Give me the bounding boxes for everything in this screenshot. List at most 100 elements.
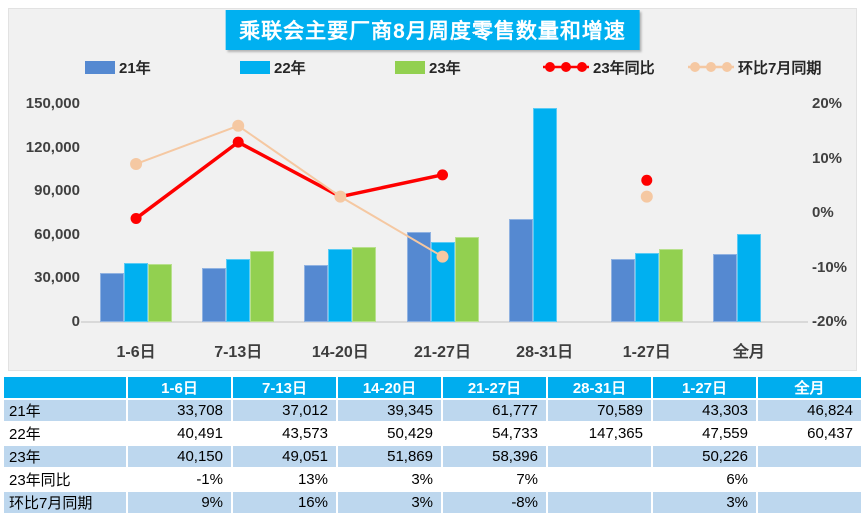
table-cell: 43,303 [653,400,756,421]
table-cell: 3% [338,492,441,513]
table-row-label: 环比7月同期 [4,492,126,513]
table-cell: -1% [128,469,231,490]
table-cell: 43,573 [233,423,336,444]
table-row: 23年同比 -1% 13% 3% 7% 6% [4,469,861,490]
legend-label: 环比7月同期 [738,59,822,77]
table-cell: 7% [443,469,546,490]
legend-line-dots-icon [543,62,589,72]
x-axis-label-6: 1-27日 [622,344,671,361]
legend-label: 22年 [274,59,306,77]
legend-label: 21年 [119,59,151,77]
legend-item-2: 22年 [240,59,306,77]
legend-item-3: 23年 [395,59,461,77]
table-cell: 39,345 [338,400,441,421]
table-cell: 50,429 [338,423,441,444]
table-cell: 47,559 [653,423,756,444]
table-cell: 6% [653,469,756,490]
table-cell [758,469,861,490]
table-cell: 37,012 [233,400,336,421]
legend-item-4: 23年同比 [543,59,655,77]
bar-22年-14-20日 [328,248,353,322]
x-axis-label-2: 7-13日 [214,344,263,361]
table-cell: 46,824 [758,400,861,421]
table-header-cell: 14-20日 [338,377,441,398]
y-right-tick-label: 20% [812,95,843,112]
bar-22年-全月 [736,234,761,322]
bar-23年-1-27日 [658,249,683,322]
table-cell: 54,733 [443,423,546,444]
table-cell [548,492,651,513]
table-header-cell: 1-6日 [128,377,231,398]
y-left-tick-label: 30,000 [34,269,80,287]
bar-21年-14-20日 [304,264,329,322]
y-right-tick-label: -10% [812,258,848,276]
table-header-cell: 1-27日 [653,377,756,398]
y-left-tick-label: 60,000 [34,225,80,243]
legend-label: 23年同比 [593,59,655,77]
table-cell [548,446,651,467]
table-header-cell: 全月 [758,377,861,398]
chart-title: 乘联会主要厂商8月周度零售数量和增速 [225,10,640,50]
x-axis-label-3: 14-20日 [311,344,369,361]
legend-line-dots-icon [688,62,734,72]
x-axis-label-4: 21-27日 [414,344,471,361]
table-header-cell: 28-31日 [548,377,651,398]
legend-item-1: 21年 [85,59,151,77]
legend-bar-swatch-icon [240,60,270,74]
bar-22年-7-13日 [226,258,251,322]
bar-22年-28-31日 [532,107,557,322]
table-row-label: 23年 [4,446,126,467]
legend-bar-swatch-icon [395,60,425,74]
table-header-cell: 21-27日 [443,377,546,398]
bar-23年-7-13日 [250,250,275,322]
table-cell: 49,051 [233,446,336,467]
bar-22年-1-27日 [634,252,659,322]
table-cell: 51,869 [338,446,441,467]
x-axis-label-5: 28-31日 [516,344,574,361]
table-header-cell: 7-13日 [233,377,336,398]
y-right-tick-label: 0% [812,204,834,221]
y-right-tick-label: 10% [812,149,843,167]
table-cell [758,492,861,513]
legend-bar-swatch-icon [85,60,115,74]
table-cell [548,469,651,490]
table-row-label: 23年同比 [4,469,126,490]
table-cell: 3% [653,492,756,513]
table-cell: 40,491 [128,423,231,444]
table-row: 21年 33,708 37,012 39,345 61,777 70,589 43,303 4… [4,400,861,421]
y-left-tick-label: 150,000 [25,95,80,112]
table-cell: 33,708 [128,400,231,421]
bar-21年-7-13日 [202,268,227,322]
table-cell: 9% [128,492,231,513]
table-cell: 40,150 [128,446,231,467]
x-axis-label-7: 全月 [732,344,765,361]
bar-21年-1-27日 [610,259,635,322]
legend-label: 23年 [429,59,461,77]
x-axis-label-1: 1-6日 [116,344,156,361]
bar-21年-28-31日 [508,219,533,322]
table-row-label: 21年 [4,400,126,421]
bar-21年-21-27日 [406,232,431,322]
summary-data-table: 1-6日 7-13日 14-20日 21-27日 28-31日 1-27日 全月 21年 33… [2,375,863,515]
table-cell: 61,777 [443,400,546,421]
legend-item-5: 环比7月同期 [688,59,822,77]
table-cell: 13% [233,469,336,490]
table-cell: 3% [338,469,441,490]
table-cell: 50,226 [653,446,756,467]
table-row: 23年 40,150 49,051 51,869 58,396 50,226 [4,446,861,467]
table-cell: 60,437 [758,423,861,444]
bar-23年-21-27日 [454,237,479,322]
table-cell: 58,396 [443,446,546,467]
table-row: 22年 40,491 43,573 50,429 54,733 147,365 47,559… [4,423,861,444]
bar-21年-1-6日 [100,273,125,322]
x-axis-line [81,321,808,323]
bar-23年-1-6日 [148,263,173,322]
table-cell: 70,589 [548,400,651,421]
bar-21年-全月 [712,253,737,322]
table-cell: 147,365 [548,423,651,444]
table-row: 环比7月同期 9% 16% 3% -8% 3% [4,492,861,513]
table-row-label: 22年 [4,423,126,444]
y-right-tick-label: -20% [812,313,848,330]
y-left-tick-label: 0 [71,313,80,330]
y-left-tick-label: 90,000 [34,182,80,200]
